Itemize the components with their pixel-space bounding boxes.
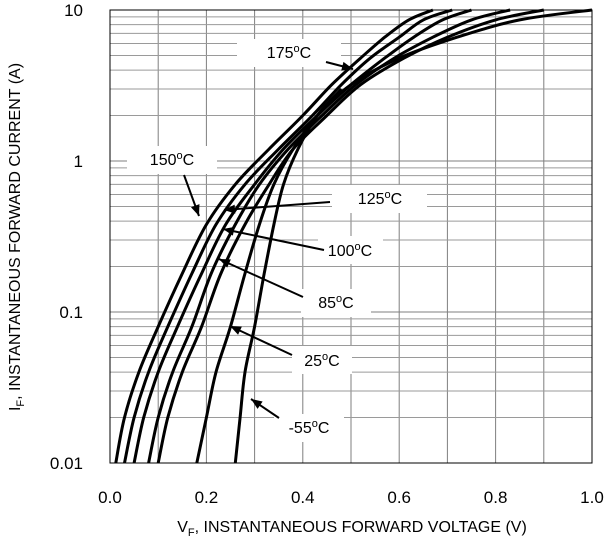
- leader-line: [223, 201, 331, 211]
- x-tick-label: 0.8: [484, 488, 508, 507]
- arrowhead: [341, 61, 353, 71]
- y-tick-label: 10: [64, 1, 83, 20]
- leader-line: [222, 228, 325, 251]
- x-tick-label: 0.4: [291, 488, 315, 507]
- y-tick-label: 0.1: [59, 303, 83, 322]
- curve-labels: 175oC 150oC 125oC 100oC 85oC 25oC -55oC: [127, 39, 427, 442]
- label-box: [301, 289, 371, 317]
- y-tick-label: 1: [74, 152, 83, 171]
- series-line-4: [156, 8, 545, 464]
- series-label: 150oC: [150, 150, 194, 169]
- label-box: [332, 185, 427, 213]
- arrowhead: [230, 326, 242, 335]
- arrowhead: [219, 259, 231, 268]
- series-label: 85oC: [318, 293, 353, 312]
- series-label: 175oC: [267, 43, 311, 62]
- leader-line: [229, 325, 293, 356]
- curves: [114, 8, 593, 464]
- series-line-6: [233, 87, 343, 464]
- x-tick-label: 1.0: [580, 488, 604, 507]
- series-line-1: [123, 8, 453, 464]
- x-tick-label: 0.0: [98, 488, 122, 507]
- arrowhead: [190, 204, 200, 216]
- label-box: [127, 146, 217, 174]
- label-box: [274, 414, 344, 442]
- x-tick-label: 0.2: [195, 488, 219, 507]
- series-line-2: [132, 8, 472, 464]
- series-line-3: [147, 8, 511, 464]
- series-line-0: [114, 8, 434, 464]
- tick-labels: 0.0 0.2 0.4 0.6 0.8 1.0 0.01 0.1 1 10: [50, 1, 604, 507]
- y-axis-title: IF, INSTANTANEOUS FORWARD CURRENT (A): [7, 63, 27, 411]
- series-label: 25oC: [304, 351, 339, 370]
- label-box: [237, 39, 341, 67]
- label-box: [292, 346, 352, 374]
- label-box: [318, 236, 383, 264]
- leader-line: [218, 258, 304, 298]
- arrowhead: [223, 226, 235, 236]
- series-line-5: [195, 8, 593, 464]
- y-tick-label: 0.01: [50, 454, 83, 473]
- series-label: 100oC: [328, 241, 372, 260]
- series-label: 125oC: [358, 189, 402, 208]
- arrowhead: [251, 399, 263, 409]
- x-tick-label: 0.6: [387, 488, 411, 507]
- arrowhead: [224, 204, 236, 214]
- plot-frame: [109, 9, 593, 464]
- series-label: -55oC: [289, 418, 330, 437]
- x-axis-title: VF, INSTANTANEOUS FORWARD VOLTAGE (V): [177, 519, 527, 539]
